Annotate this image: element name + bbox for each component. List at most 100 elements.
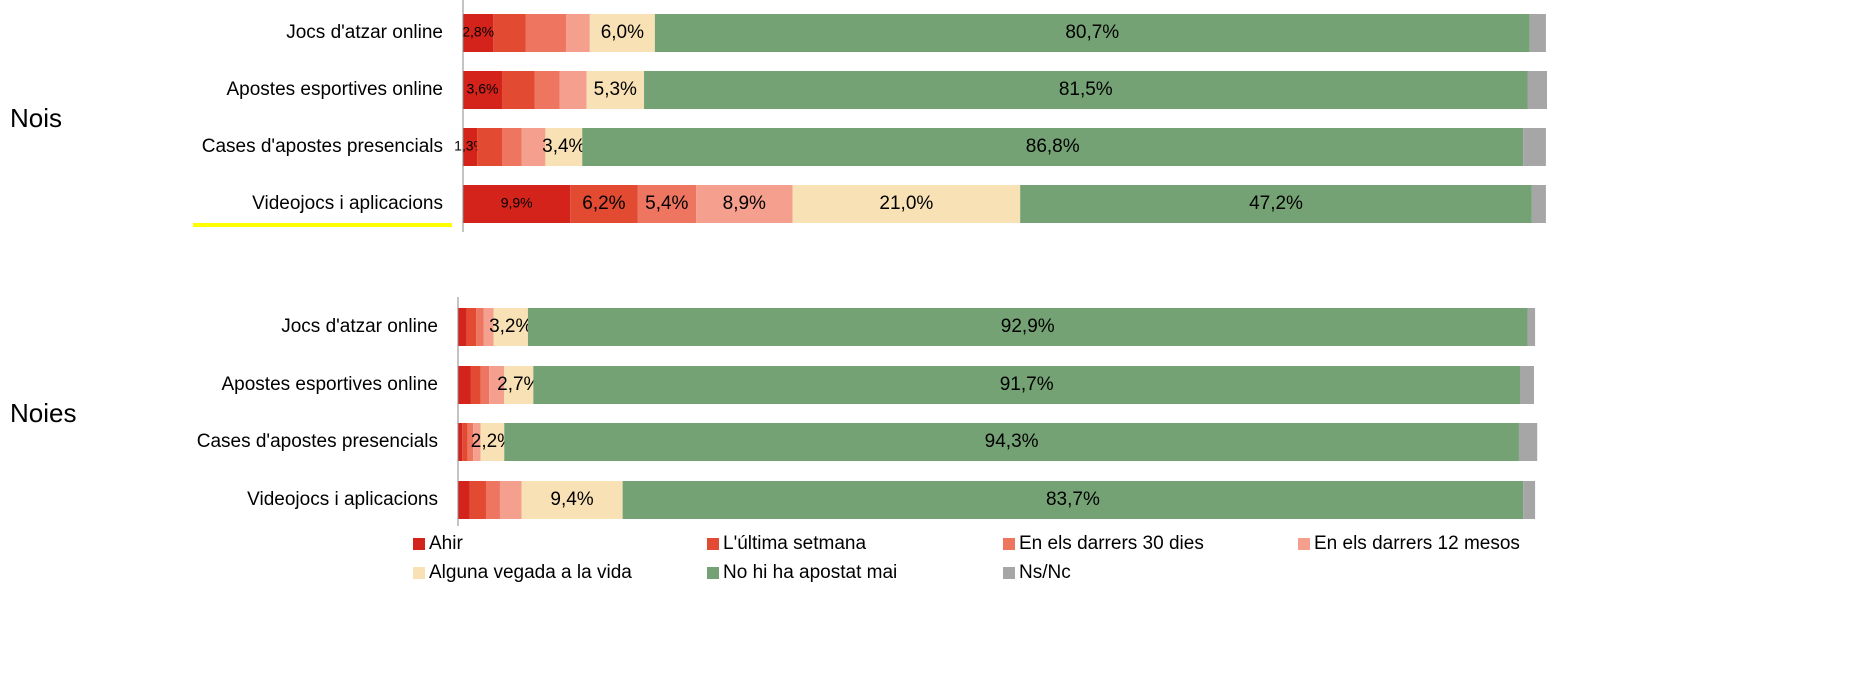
bar-segment — [485, 481, 500, 519]
bar-segment — [504, 423, 1519, 461]
bar-segment — [463, 128, 478, 166]
bar-segment — [644, 71, 1528, 109]
data-label: 3,2% — [489, 316, 532, 337]
bar-segment — [1020, 185, 1532, 223]
bar-segment — [582, 128, 1524, 166]
legend-label: En els darrers 12 mesos — [1314, 533, 1520, 554]
bar-segment — [502, 71, 535, 109]
legend-label: Ns/Nc — [1019, 562, 1071, 583]
bar-segment — [458, 366, 471, 404]
category-label: Apostes esportives online — [226, 79, 443, 100]
legend-swatch — [413, 567, 425, 579]
bar-segment — [1527, 71, 1547, 109]
bar-segment — [534, 71, 560, 109]
data-label: 9,9% — [501, 195, 533, 211]
legend-label: No hi ha apostat mai — [723, 562, 897, 583]
bar-segment — [467, 423, 474, 461]
bar-segment — [654, 14, 1530, 52]
data-label: 9,4% — [550, 489, 593, 510]
legend-label: Ahir — [429, 533, 463, 554]
data-label: 80,7% — [1065, 22, 1119, 43]
legend-swatch — [1003, 538, 1015, 550]
bar-segment — [458, 481, 470, 519]
legend-swatch — [1298, 538, 1310, 550]
bar-segment — [480, 366, 490, 404]
data-label: 2,7% — [497, 374, 540, 395]
bar-segment — [525, 14, 566, 52]
data-label: 92,9% — [1001, 316, 1055, 337]
group-label: Nois — [10, 103, 62, 133]
data-label: 2,2% — [471, 431, 514, 452]
bar-segment — [792, 185, 1021, 223]
legend-label: En els darrers 30 dies — [1019, 533, 1204, 554]
bar-segment — [476, 308, 484, 346]
bar-segment — [477, 128, 503, 166]
bar-segment — [458, 423, 463, 461]
data-label: 47,2% — [1249, 193, 1303, 214]
bar-segment — [489, 366, 505, 404]
data-label: 91,7% — [1000, 374, 1054, 395]
legend-swatch — [1003, 567, 1015, 579]
legend-swatch — [413, 538, 425, 550]
data-label: 3,6% — [467, 81, 499, 97]
bar-segment — [589, 14, 655, 52]
category-label: Cases d'apostes presencials — [197, 431, 438, 452]
group-label: Noies — [10, 398, 76, 428]
bar-segment — [559, 71, 587, 109]
bar-segment — [696, 185, 793, 223]
category-label: Jocs d'atzar online — [286, 22, 443, 43]
data-label: 81,5% — [1059, 79, 1113, 100]
bar-segment — [545, 128, 583, 166]
bar-segment — [493, 308, 528, 346]
legend-swatch — [707, 567, 719, 579]
bar-segment — [1523, 481, 1536, 519]
bar-segment — [499, 481, 522, 519]
bar-segment — [1523, 128, 1546, 166]
category-label: Apostes esportives online — [221, 374, 438, 395]
bar-segment — [504, 366, 534, 404]
category-label: Cases d'apostes presencials — [202, 136, 443, 157]
data-label: 21,0% — [879, 193, 933, 214]
legend-label: Alguna vegada a la vida — [429, 562, 632, 583]
bar-segment — [463, 14, 494, 52]
bar-segment — [463, 185, 571, 223]
bar-segment — [502, 128, 522, 166]
data-label: 2,8% — [462, 24, 494, 40]
data-label: 6,0% — [601, 22, 644, 43]
data-label: 94,3% — [985, 431, 1039, 452]
category-label: Videojocs i aplicacions — [247, 489, 438, 510]
data-label: 5,4% — [645, 193, 688, 214]
bar-segment — [466, 308, 477, 346]
bar-segment — [462, 423, 468, 461]
bar-segment — [470, 366, 481, 404]
category-label: Videojocs i aplicacions — [252, 193, 443, 214]
data-label: 8,9% — [723, 193, 766, 214]
bar-segment — [1531, 185, 1546, 223]
bar-segment — [463, 71, 503, 109]
bar-segment — [1518, 423, 1538, 461]
category-label: Jocs d'atzar online — [281, 316, 438, 337]
data-label: 86,8% — [1026, 136, 1080, 157]
bar-segment — [458, 308, 467, 346]
bar-segment — [480, 423, 505, 461]
data-label: 3,4% — [542, 136, 585, 157]
bar-segment — [570, 185, 638, 223]
bar-segment — [586, 71, 645, 109]
bar-segment — [622, 481, 1524, 519]
bar-segment — [527, 308, 1528, 346]
bar-segment — [521, 481, 623, 519]
bar-segment — [469, 481, 486, 519]
bar-segment — [521, 128, 546, 166]
data-label: 83,7% — [1046, 489, 1100, 510]
bar-segment — [493, 14, 526, 52]
bar-segment — [483, 308, 494, 346]
legend-swatch — [707, 538, 719, 550]
bar-segment — [637, 185, 697, 223]
bar-segment — [533, 366, 1521, 404]
data-label: 5,3% — [594, 79, 637, 100]
bar-segment — [1529, 14, 1546, 52]
bar-segment — [1527, 308, 1536, 346]
legend-label: L'última setmana — [723, 533, 866, 554]
bar-segment — [565, 14, 590, 52]
